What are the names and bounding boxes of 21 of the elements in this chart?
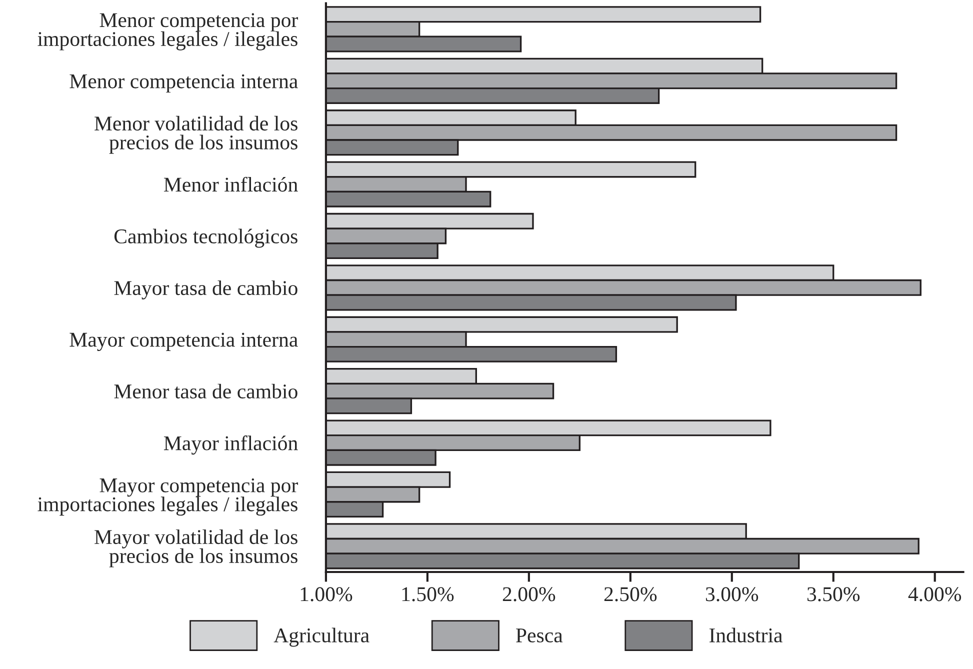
- x-tick-label: 3.00%: [706, 587, 758, 602]
- legend-label: Industria: [709, 628, 782, 642]
- legend-label: Agricultura: [274, 628, 370, 647]
- y-tick-label: Mayor competencia interna: [70, 332, 298, 352]
- x-tick-label: 1.50%: [402, 587, 454, 602]
- y-tick-label: Menor volatilidad de los precios de los insumos: [94, 116, 298, 154]
- y-tick-label: Mayor tasa de cambio: [114, 280, 298, 300]
- y-tick-label: Menor inflación: [164, 176, 298, 192]
- y-tick-label: Menor tasa de cambio: [114, 384, 298, 398]
- x-tick-label: 3.50%: [807, 587, 860, 602]
- x-tick-label: 2.00%: [502, 587, 556, 602]
- y-tick-label: Cambios tecnológicos: [114, 228, 298, 248]
- x-tick-label: 2.50%: [604, 587, 657, 602]
- y-tick-label: Mayor competencia por importaciones legales / ilegales: [38, 478, 298, 516]
- y-tick-label: Mayor inflación: [164, 435, 298, 455]
- x-tick-label: 4.00%: [908, 587, 962, 602]
- y-tick-label: Mayor volatilidad de los precios de los insumos: [94, 529, 298, 568]
- legend-label: Pesca: [516, 628, 563, 642]
- x-tick-label: 1.00%: [300, 587, 352, 602]
- y-tick-label: Menor competencia interna: [70, 74, 298, 93]
- y-tick-label: Menor competencia por importaciones legales / ilegales: [38, 13, 298, 50]
